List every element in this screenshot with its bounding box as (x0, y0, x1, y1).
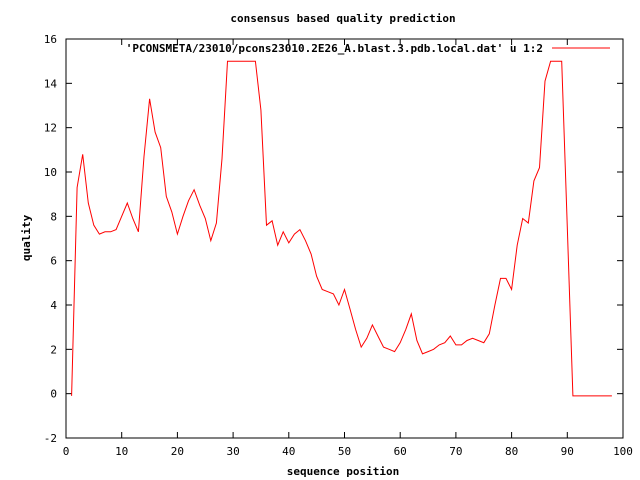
y-tick-label: 16 (44, 33, 57, 46)
y-tick-label: 8 (50, 210, 57, 223)
x-tick-label: 90 (561, 445, 574, 458)
y-tick-label: 12 (44, 122, 57, 135)
x-tick-label: 40 (282, 445, 295, 458)
y-tick-label: 4 (50, 299, 57, 312)
x-axis-label: sequence position (287, 465, 400, 478)
series-line (71, 60, 612, 397)
x-tick-label: 50 (338, 445, 351, 458)
axes: 0 10 20 30 40 50 60 70 80 90 100 -2 0 2 4 6 8 10 12 14 16 (44, 33, 633, 458)
x-tick-label: 20 (171, 445, 184, 458)
y-tick-label: 14 (44, 77, 58, 90)
y-tick-label: 6 (50, 255, 57, 268)
x-tick-label: 100 (613, 445, 633, 458)
y-tick-label: 10 (44, 166, 57, 179)
x-tick-label: 30 (226, 445, 239, 458)
y-tick-label: 2 (50, 343, 57, 356)
x-tick-label: 60 (394, 445, 407, 458)
x-tick-label: 0 (63, 445, 70, 458)
y-tick-label: -2 (44, 432, 57, 445)
x-tick-label: 70 (449, 445, 462, 458)
chart-title: consensus based quality prediction (230, 12, 455, 25)
x-tick-label: 80 (505, 445, 518, 458)
legend: 'PCONSMETA/23010/pcons23010.2E26_A.blast… (126, 42, 610, 55)
legend-label: 'PCONSMETA/23010/pcons23010.2E26_A.blast… (126, 42, 543, 55)
y-axis-label: quality (20, 214, 33, 261)
x-tick-label: 10 (115, 445, 128, 458)
y-tick-label: 0 (50, 388, 57, 401)
